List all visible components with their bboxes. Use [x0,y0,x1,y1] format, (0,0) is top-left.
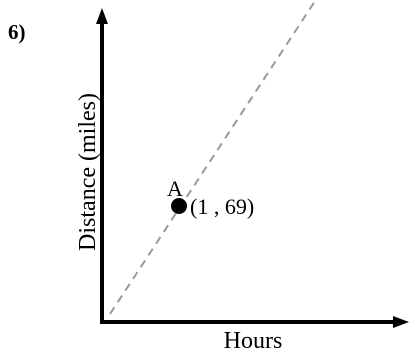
series-line [109,1,316,315]
point-A-marker [171,198,187,214]
x-axis-label: Hours [224,328,283,351]
point-A-name: A [167,176,183,201]
problem-number: 6) [8,20,26,44]
y-axis-arrow [96,8,108,24]
y-axis-label: Distance (miles) [75,93,101,251]
point-A-coordinates: (1 , 69) [190,194,254,219]
x-axis-arrow [393,316,409,328]
